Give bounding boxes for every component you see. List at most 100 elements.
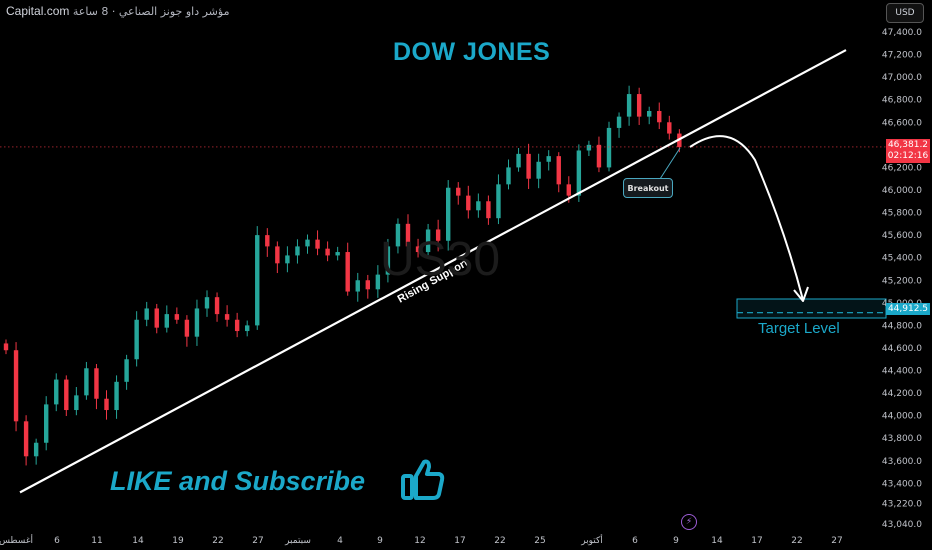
price-tick-label: 47,400.0 <box>882 28 922 38</box>
time-tick-label: أكتوبر <box>580 534 603 546</box>
price-tick-label: 43,220.0 <box>882 500 922 510</box>
candle-body <box>255 235 260 326</box>
candle-body <box>164 314 169 328</box>
candle-body <box>516 153 521 168</box>
price-tick-label: 45,200.0 <box>882 276 922 286</box>
currency-button[interactable]: USD <box>886 3 924 23</box>
candle-body <box>94 368 99 399</box>
price-tick-label: 43,400.0 <box>882 479 922 489</box>
candle-body <box>476 201 481 211</box>
time-tick-label: سبتمبر <box>284 536 311 546</box>
broker-logo: Capital.com <box>6 4 70 18</box>
candle-body <box>506 167 511 185</box>
candle-body <box>586 144 592 151</box>
price-tick-label: 46,000.0 <box>882 186 922 196</box>
candle-body <box>325 248 330 256</box>
candle-body <box>13 350 19 422</box>
candle-body <box>556 156 561 185</box>
price-tick-label: 45,600.0 <box>882 231 922 241</box>
candle-body <box>456 187 461 196</box>
breakout-pointer <box>659 147 681 180</box>
target-price-tag: 44,912.5 <box>886 303 930 315</box>
candle-body <box>536 161 541 179</box>
candle-body <box>496 184 501 219</box>
time-tick-label: 12 <box>414 536 425 546</box>
time-tick-label: 25 <box>534 536 545 546</box>
time-tick-label: 6 <box>54 536 60 546</box>
candle-body <box>234 319 240 332</box>
time-tick-label: 27 <box>831 536 842 546</box>
candle-body <box>64 379 69 411</box>
projection-arrow <box>689 135 804 301</box>
current-price-tag: 46,381.2 02:12:16 <box>886 139 930 163</box>
lightning-icon[interactable]: ⚡ <box>681 514 697 530</box>
chart-title: DOW JONES <box>393 38 551 66</box>
candle-body <box>204 297 210 309</box>
candle-body <box>576 150 582 196</box>
candle-body <box>124 359 129 382</box>
candle-body <box>606 127 612 168</box>
candle-body <box>345 252 350 292</box>
symbol-description: مؤشر داو جونز الصناعي · 8 ساعة <box>72 5 230 18</box>
candle-body <box>466 195 471 211</box>
candle-body <box>285 255 290 264</box>
current-price: 46,381.2 <box>887 140 929 150</box>
candle-body <box>395 223 401 247</box>
candle-body <box>184 319 190 337</box>
candle-body <box>315 239 320 249</box>
candle-body <box>626 94 632 117</box>
candle-body <box>33 442 39 457</box>
candle-body <box>144 308 149 320</box>
price-tick-label: 44,200.0 <box>882 389 922 399</box>
candle-body <box>405 223 411 247</box>
candle-body <box>446 187 451 241</box>
time-axis: أغسطس 6 11 14 19 22 27 سبتمبر 4 9 12 17 22 25 أكتوبر 6 9… <box>0 534 843 546</box>
price-tick-label: 47,000.0 <box>882 73 922 83</box>
price-tick-label: 46,200.0 <box>882 163 922 173</box>
candle-body <box>275 246 280 264</box>
time-tick-label: 22 <box>212 536 223 546</box>
candle-body <box>415 246 421 253</box>
time-tick-label: 22 <box>494 536 505 546</box>
price-tick-label: 47,200.0 <box>882 51 922 61</box>
candle-body <box>114 381 119 411</box>
breakout-callout: Breakout <box>623 178 673 198</box>
candle-body <box>154 308 159 328</box>
time-tick-label: 4 <box>337 536 343 546</box>
time-tick-label: 9 <box>673 536 679 546</box>
candle-countdown: 02:12:16 <box>887 151 929 161</box>
candle-body <box>245 325 250 332</box>
candle-body <box>596 144 602 168</box>
target-zone <box>736 298 887 319</box>
time-tick-label: 14 <box>132 536 144 546</box>
arrow-head <box>793 286 809 302</box>
candle-body <box>265 235 270 247</box>
candle-body <box>23 421 29 457</box>
candle-body <box>546 156 551 162</box>
price-tick-label: 44,000.0 <box>882 412 922 422</box>
candle-body <box>355 280 360 292</box>
time-tick-label: 17 <box>751 536 762 546</box>
candle-body <box>194 308 200 337</box>
candle-body <box>305 239 310 247</box>
thumbs-up-icon <box>401 459 445 500</box>
price-tick-label: 44,800.0 <box>882 321 922 331</box>
candle-body <box>375 274 381 290</box>
price-tick-label: 43,600.0 <box>882 457 922 467</box>
candle-body <box>104 398 109 411</box>
candle-body <box>44 404 49 443</box>
price-tick-label: 45,400.0 <box>882 254 922 264</box>
target-level-label: Target Level <box>758 320 840 337</box>
time-tick-label: 9 <box>377 536 383 546</box>
rising-support-line <box>19 49 847 494</box>
time-tick-label: 14 <box>711 536 723 546</box>
candle-body <box>667 122 672 134</box>
price-tick-label: 43,800.0 <box>882 434 922 444</box>
candle-body <box>174 314 180 320</box>
price-tick-label: 45,800.0 <box>882 209 922 219</box>
candle-body <box>54 379 59 405</box>
candle-body <box>84 368 89 396</box>
candle-body <box>295 246 300 256</box>
time-tick-label: 11 <box>91 536 102 546</box>
